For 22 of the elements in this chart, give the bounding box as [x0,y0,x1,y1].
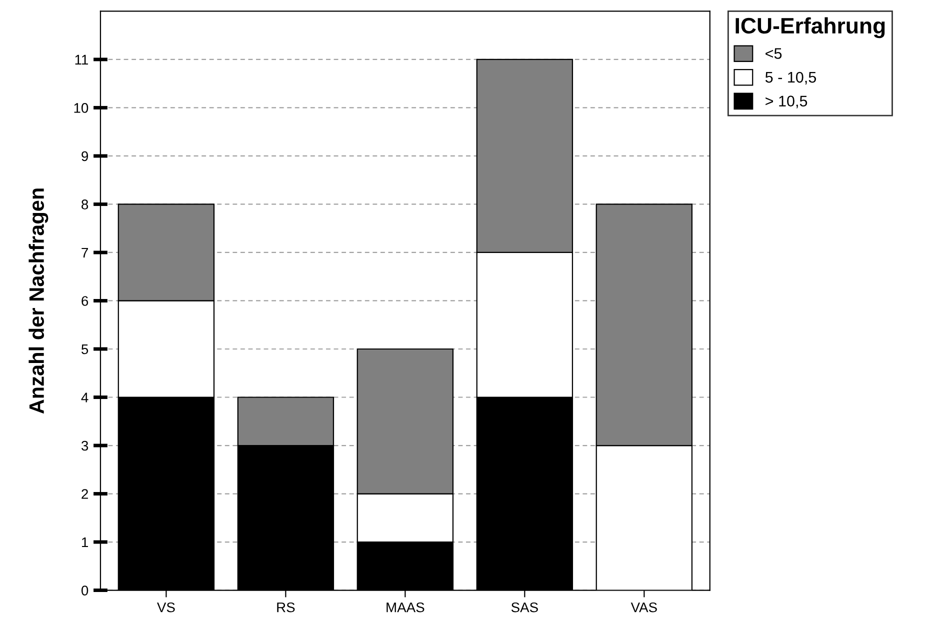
x-tick-label: VAS [630,602,657,612]
legend-label: 5 - 10,5 [765,72,816,84]
legend-label: > 10,5 [766,96,808,108]
y-tick-label: 10 [74,103,88,113]
x-tick-label: RS [277,602,295,612]
y-tick-label: 2 [82,489,88,499]
legend-title: ICU-Erfahrung [736,17,885,38]
y-tick-label: 9 [82,151,88,162]
y-tick-label: 1 [82,538,88,548]
legend-label: <5 [766,48,782,59]
y-tick-label: 11 [75,54,88,64]
y-tick-label: 7 [82,248,88,258]
y-tick-label: 6 [82,296,88,306]
y-tick-label: 3 [81,440,88,451]
y-tick-label: 5 [82,344,88,354]
y-tick-label: 4 [81,392,88,402]
x-tick-label: MAAS [386,602,424,612]
y-axis-title: Anzahl der Nachfragen [28,188,48,414]
x-tick-label: VS [156,602,175,612]
y-tick-label: 0 [81,586,88,596]
y-tick-label: 8 [82,200,88,210]
x-tick-label: SAS [511,602,538,612]
